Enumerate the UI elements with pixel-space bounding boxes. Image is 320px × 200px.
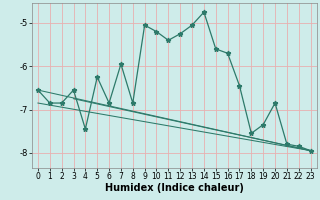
X-axis label: Humidex (Indice chaleur): Humidex (Indice chaleur): [105, 183, 244, 193]
